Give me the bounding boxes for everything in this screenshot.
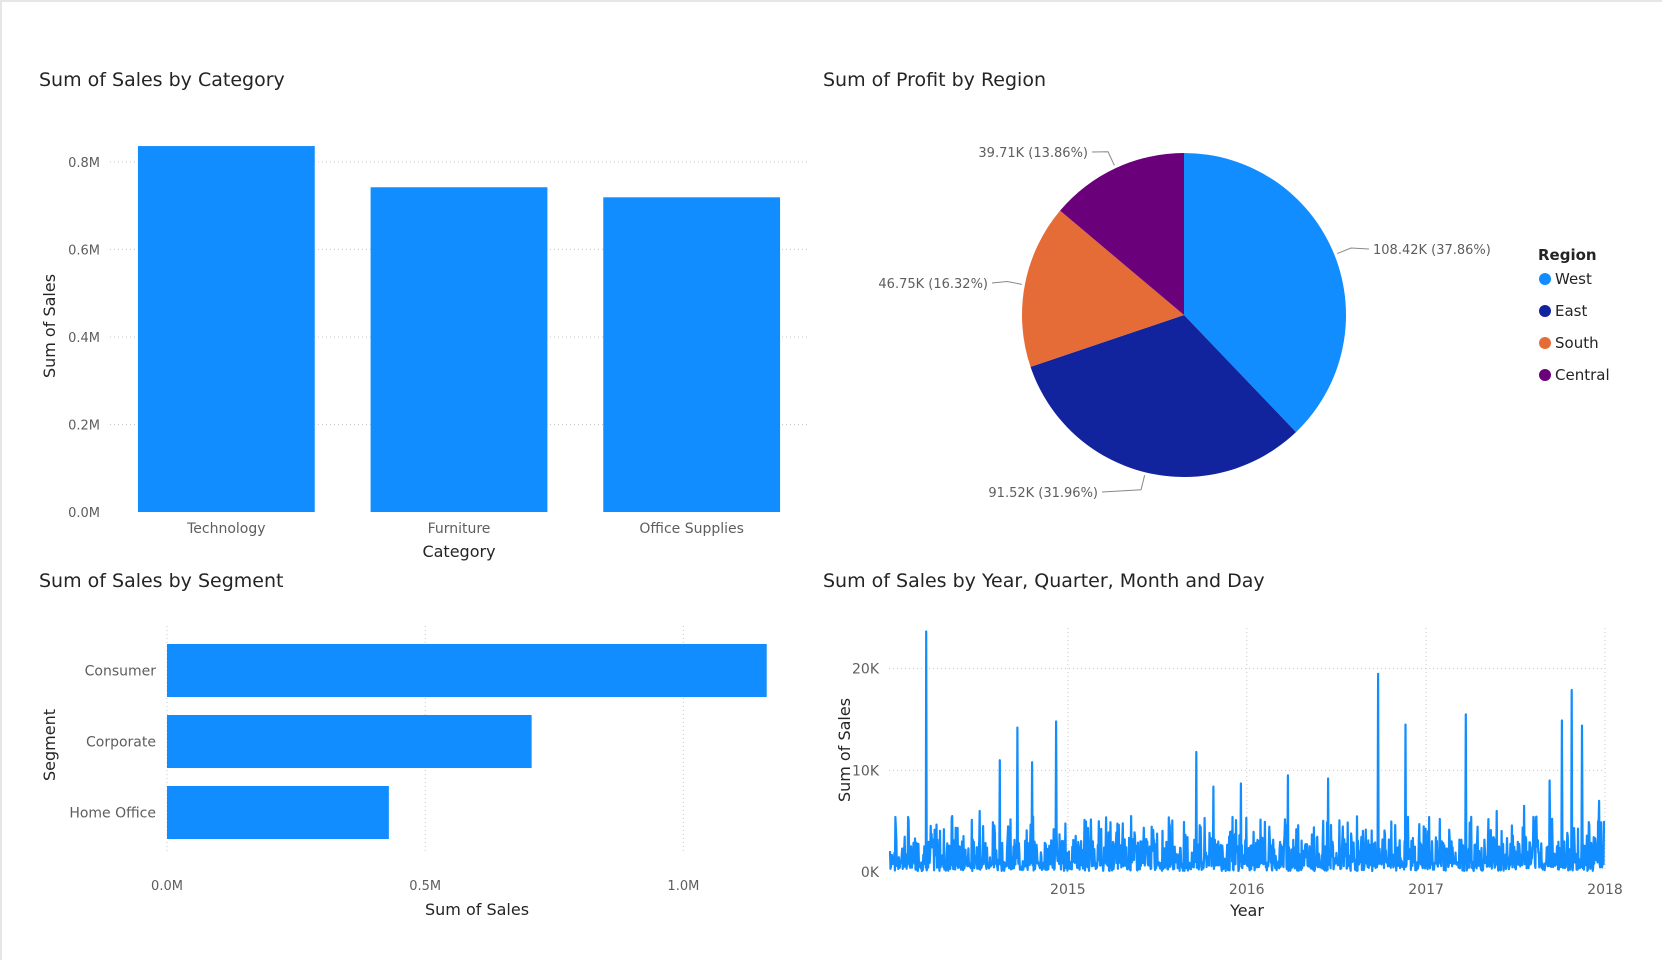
- legend-label-west[interactable]: West: [1555, 270, 1592, 288]
- y-tick-label: 20K: [852, 662, 880, 678]
- y-axis-title: Sum of Sales: [40, 274, 59, 378]
- daily-sales-line[interactable]: [888, 630, 1606, 873]
- segment-bar[interactable]: [167, 715, 532, 768]
- x-tick-label: 2016: [1229, 882, 1265, 898]
- y-tick-label: 0.4M: [68, 331, 100, 346]
- x-tick-label: Furniture: [428, 521, 491, 537]
- pie-data-label: 46.75K (16.32%): [878, 277, 988, 292]
- y-tick-label: Home Office: [69, 806, 156, 822]
- legend-title: Region: [1538, 246, 1597, 264]
- pie-data-label: 91.52K (31.96%): [988, 486, 1098, 501]
- y-tick-label: 0.0M: [68, 506, 100, 521]
- y-tick-label: Corporate: [86, 735, 156, 751]
- region-chart-title: Sum of Profit by Region: [823, 69, 1046, 91]
- timeline-chart-title: Sum of Sales by Year, Quarter, Month and…: [823, 570, 1265, 592]
- legend-label-central[interactable]: Central: [1555, 366, 1610, 384]
- y-axis-title: Segment: [40, 709, 59, 781]
- pie-slice-east[interactable]: [1030, 315, 1296, 477]
- category-bar[interactable]: [370, 187, 548, 512]
- segment-bar[interactable]: [167, 786, 389, 839]
- x-tick-label: 0.5M: [409, 879, 441, 894]
- x-tick-label: Office Supplies: [639, 521, 744, 537]
- segment-bar-chart[interactable]: 0.0M 0.5M 1.0M Consumer Corporate Home Office…: [40, 626, 767, 919]
- category-bar[interactable]: [137, 146, 315, 512]
- frame-border-top: [0, 0, 1662, 2]
- leader-line: [1091, 151, 1115, 166]
- category-bar[interactable]: [603, 197, 781, 512]
- timeline-line-chart[interactable]: 2015 2016 2017 2018 0K 10K 20K Year Sum of Sales: [835, 628, 1623, 920]
- x-tick-label: 0.0M: [151, 879, 183, 894]
- x-tick-label: 2017: [1408, 882, 1444, 898]
- pie-data-label: 108.42K (37.86%): [1373, 243, 1491, 258]
- y-axis-title: Sum of Sales: [835, 698, 854, 802]
- legend-label-south[interactable]: South: [1555, 334, 1599, 352]
- legend-marker-west: [1539, 273, 1551, 285]
- category-chart-title: Sum of Sales by Category: [39, 69, 285, 91]
- y-tick-label: Consumer: [85, 664, 157, 680]
- pie-slice-south[interactable]: [1022, 210, 1184, 367]
- x-tick-label: 2015: [1050, 882, 1086, 898]
- x-tick-label: 1.0M: [667, 879, 699, 894]
- legend-marker-east: [1539, 305, 1551, 317]
- legend-marker-south: [1539, 337, 1551, 349]
- frame-border-left: [0, 0, 2, 960]
- pie-slice-central[interactable]: [1060, 153, 1184, 315]
- y-tick-label: 10K: [852, 763, 880, 779]
- leader-line: [1336, 247, 1370, 255]
- y-tick-label: 0K: [861, 865, 880, 881]
- x-axis-title: Sum of Sales: [425, 900, 529, 919]
- category-bar-chart[interactable]: 0.0M 0.2M 0.4M 0.6M 0.8M Technology Furniture O…: [40, 146, 808, 561]
- segment-bar[interactable]: [167, 644, 767, 697]
- legend-marker-central: [1539, 369, 1551, 381]
- segment-chart-title: Sum of Sales by Segment: [39, 570, 284, 592]
- leader-line: [991, 281, 1022, 285]
- region-pie-chart[interactable]: 108.42K (37.86%) 91.52K (31.96%) 46.75K (1…: [878, 146, 1609, 501]
- x-tick-label: Technology: [186, 521, 265, 537]
- y-tick-label: 0.2M: [68, 418, 100, 433]
- pie-data-label: 39.71K (13.86%): [978, 146, 1088, 161]
- pie-slice-west[interactable]: [1184, 153, 1346, 433]
- x-tick-label: 2018: [1587, 882, 1623, 898]
- y-tick-label: 0.8M: [68, 156, 100, 171]
- legend-label-east[interactable]: East: [1555, 302, 1587, 320]
- x-axis-title: Category: [422, 542, 495, 561]
- x-axis-title: Year: [1229, 901, 1264, 920]
- y-tick-label: 0.6M: [68, 243, 100, 258]
- leader-line: [1101, 475, 1146, 493]
